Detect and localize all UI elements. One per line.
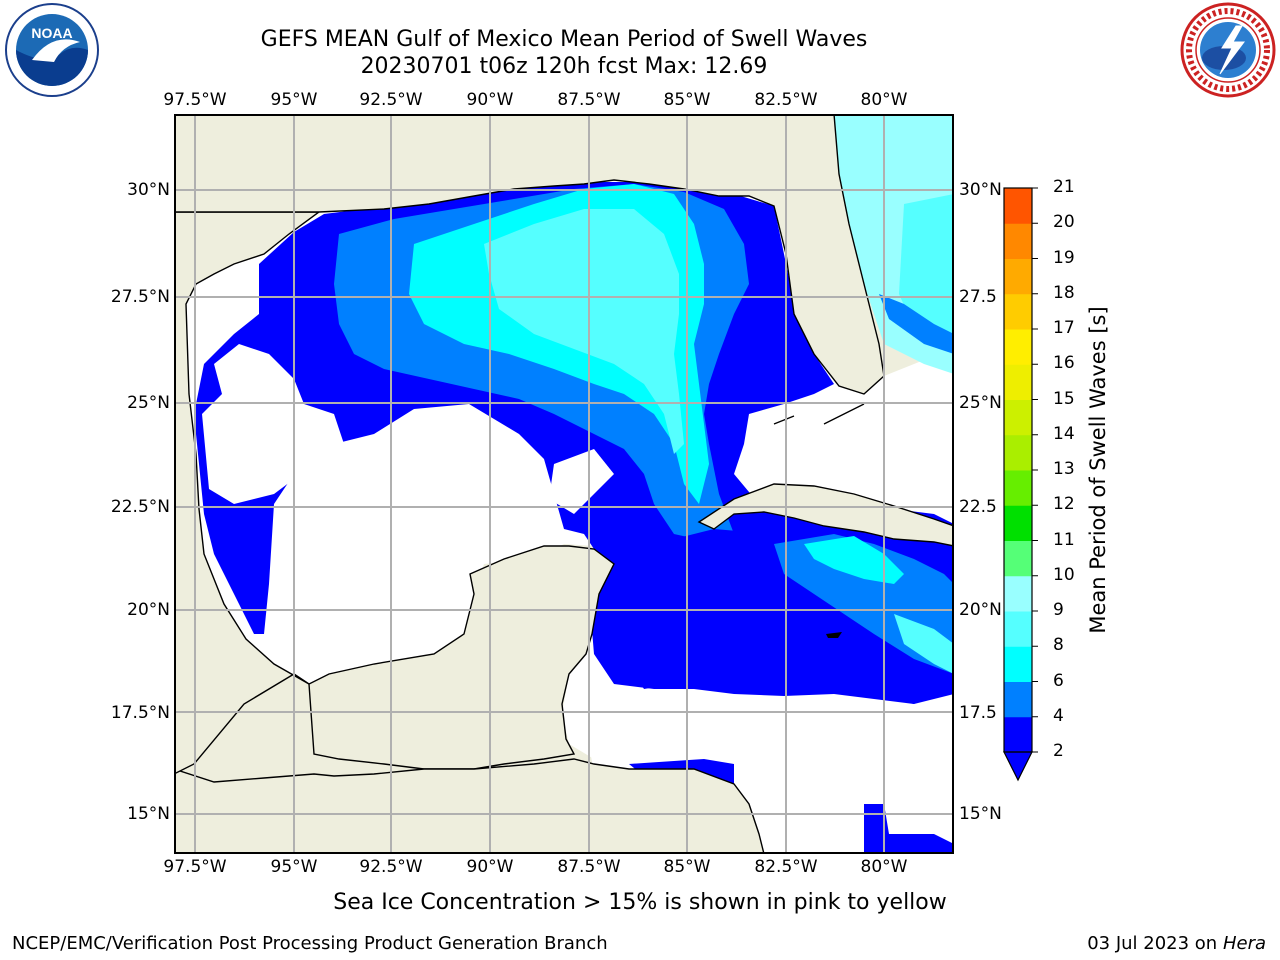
lon-label-top: 95°W [270,90,318,110]
jamaica-land [826,632,842,638]
lon-label-bottom: 87.5°W [557,857,621,877]
colorbar-tick-label: 18 [1053,282,1075,303]
generation-date: 03 Jul 2023 on Hera [1087,933,1266,954]
svg-text:NOAA: NOAA [31,25,72,41]
lon-label-top: 82.5°W [754,90,818,110]
lat-label-left: 15°N [127,804,170,824]
caribbean-band-8-9 [894,614,954,674]
colorbar-segment [1004,293,1032,330]
lat-label-left: 27.5°N [110,287,170,307]
map-frame [174,114,954,854]
chart-title: GEFS MEAN Gulf of Mexico Mean Period of … [260,27,868,52]
colorbar-tick-label: 10 [1053,564,1075,585]
graticule [174,114,954,854]
lon-label-top: 85°W [663,90,711,110]
us-gulf-coast-land [174,114,885,395]
producer-credit: NCEP/EMC/Verification Post Processing Pr… [12,933,608,954]
colorbar-segment [1004,258,1032,295]
colorbar-tick-label: 15 [1053,388,1075,409]
colorbar-extend-arrow [1003,751,1033,782]
colorbar-tick-label: 21 [1053,177,1075,197]
colorbar-tick-label: 16 [1053,353,1075,374]
lon-label-bottom: 92.5°W [359,857,423,877]
lon-label-bottom: 90°W [466,857,514,877]
nws-logo [1180,2,1276,98]
gulf-calm-south [549,449,614,514]
colorbar-segment [1004,505,1032,541]
lat-label-right: 25°N [959,393,1002,413]
sea-ice-note: Sea Ice Concentration > 15% is shown in … [333,890,947,915]
gulf-calm-west [202,344,344,504]
lon-label-top: 80°W [860,90,908,110]
colorbar-tick-label: 20 [1053,212,1075,233]
lon-label-bottom: 85°W [663,857,711,877]
colorbar-segment [1004,188,1032,224]
atlantic-blue [879,294,954,354]
lat-label-right: 17.5 [959,703,997,723]
lon-label-top: 97.5°W [163,90,227,110]
colorbar-segment [1004,611,1032,647]
lat-label-right: 15°N [959,804,1002,824]
colorbar-tick-label: 14 [1053,423,1075,444]
lat-label-right: 22.5 [959,497,997,517]
central-america-land [174,758,765,854]
lat-label-left: 22.5°N [110,497,170,517]
noaa-logo: NOAA [5,3,99,97]
lat-label-right: 30°N [959,180,1002,200]
lon-label-bottom: 97.5°W [163,857,227,877]
colorbar-tick-label: 12 [1053,494,1075,515]
colorbar-tick-label: 8 [1053,635,1064,656]
colorbar-tick-label: 2 [1053,741,1064,761]
lon-label-top: 90°W [466,90,514,110]
colorbar-segment [1004,223,1032,259]
colorbar-tick-label: 9 [1053,600,1064,620]
colorbar-segment [1004,329,1032,365]
colorbar-tick-label: 4 [1053,705,1064,726]
lat-label-right: 27.5 [959,287,997,307]
colorbar-tick-label: 6 [1053,670,1064,691]
colorbar-segment [1004,399,1032,436]
colorbar-segment [1004,470,1032,506]
colorbar-title: Mean Period of Swell Waves [s] [1086,306,1110,634]
colorbar [1003,187,1038,782]
colorbar-tick-label: 11 [1053,529,1075,550]
colorbar-segment [1004,575,1032,612]
yucatan-land [308,545,615,770]
colorbar-segment [1004,646,1032,682]
colorbar-segment [1004,434,1032,471]
florida-keys [773,403,865,425]
lon-label-top: 92.5°W [359,90,423,110]
atlantic-cyan [899,194,954,344]
lon-label-top: 87.5°W [557,90,621,110]
colorbar-tick-label: 19 [1053,247,1075,268]
lon-label-bottom: 80°W [860,857,908,877]
caribbean-band-6-8 [804,536,904,584]
colorbar-segment [1004,540,1032,577]
lat-label-left: 25°N [127,393,170,413]
lat-label-left: 30°N [127,180,170,200]
colorbar-tick-label: 17 [1053,318,1075,338]
gulf-band-8-9 [484,209,684,454]
lon-label-bottom: 95°W [270,857,318,877]
colorbar-segment [1004,364,1032,400]
lat-label-left: 17.5°N [110,703,170,723]
lat-label-right: 20°N [959,600,1002,620]
cuba-land [697,483,954,547]
lon-label-bottom: 82.5°W [754,857,818,877]
generation-date-text: 03 Jul 2023 on [1087,933,1223,954]
caribbean-band-se [864,804,954,854]
gulf-calm-east [754,404,834,454]
colorbar-tick-label: 13 [1053,459,1075,479]
swell-period-map [174,114,954,854]
colorbar-segment [1004,681,1032,718]
generation-machine: Hera [1222,933,1266,954]
colorbar-segment [1004,716,1032,753]
lat-label-left: 20°N [127,600,170,620]
chart-subtitle: 20230701 t06z 120h fcst Max: 12.69 [360,54,768,79]
